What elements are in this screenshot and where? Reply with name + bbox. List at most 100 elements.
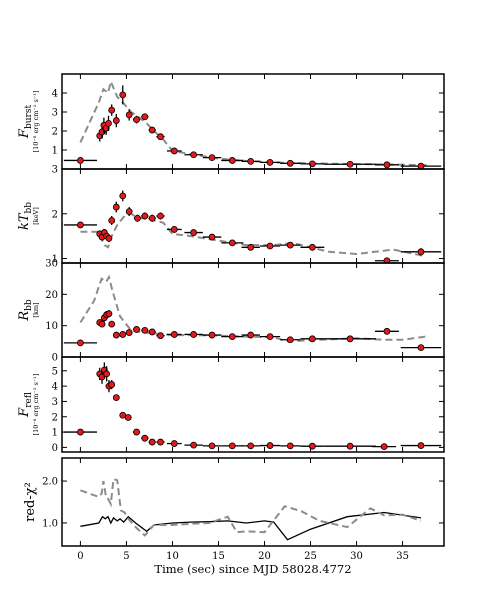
data-point	[184, 331, 203, 338]
data-point	[400, 442, 442, 449]
data-point	[324, 442, 376, 450]
x-tick-label: 20	[258, 551, 271, 562]
marker	[417, 344, 425, 352]
data-point	[372, 443, 397, 451]
y-tick-label: 2	[52, 127, 58, 138]
data-point	[400, 162, 442, 169]
data-point	[300, 335, 325, 343]
data-point	[63, 221, 97, 229]
data-point	[98, 320, 106, 328]
data-point	[119, 85, 127, 105]
data-point	[202, 331, 222, 339]
marker	[170, 226, 178, 233]
marker	[125, 111, 133, 119]
marker	[119, 192, 127, 200]
marker	[190, 441, 198, 449]
marker	[286, 159, 294, 167]
marker	[108, 217, 116, 224]
marker	[108, 106, 116, 114]
data-point	[119, 190, 127, 202]
data-point	[100, 362, 108, 378]
data-point	[105, 115, 112, 131]
marker	[119, 411, 127, 419]
y-tick-label: 2	[52, 412, 58, 423]
axes-frame	[61, 262, 445, 358]
x-tick-label: 30	[350, 551, 363, 562]
marker	[208, 331, 216, 339]
data-point	[156, 332, 165, 340]
marker	[108, 381, 116, 388]
marker	[125, 329, 133, 336]
marker	[346, 442, 354, 450]
y-tick-label: 30	[45, 259, 58, 270]
marker	[170, 440, 178, 447]
data-point	[280, 336, 301, 344]
data-point	[124, 414, 132, 421]
y-tick-label: 3	[52, 108, 58, 119]
marker	[190, 229, 198, 236]
marker	[112, 394, 120, 402]
data-point	[108, 320, 116, 328]
data-point	[105, 310, 113, 318]
data-point	[166, 331, 182, 338]
data-point	[105, 234, 113, 242]
data-point	[148, 438, 156, 446]
y-axis-label: kTbb[keV]	[17, 202, 40, 230]
y-axis-title: Fburst	[17, 105, 34, 140]
data-point	[259, 158, 281, 166]
plot-area	[63, 274, 442, 352]
marker	[286, 442, 294, 450]
y-axis-title: Rbb	[17, 299, 34, 322]
data-point	[108, 379, 116, 390]
data-point	[112, 113, 120, 128]
plot-area	[63, 362, 442, 451]
marker	[105, 310, 113, 318]
x-tick-label: 5	[123, 551, 129, 562]
y-axis-unit: [keV]	[32, 207, 40, 225]
marker	[383, 257, 391, 263]
y-axis-label: Rbb[km]	[17, 299, 40, 322]
marker	[170, 331, 178, 338]
y-axis-unit: [10⁻⁸ erg cm⁻² s⁻¹]	[32, 91, 40, 153]
marker	[190, 331, 198, 338]
marker	[77, 221, 84, 229]
data-point	[119, 331, 127, 338]
y-tick-label: 3	[52, 397, 58, 408]
y-tick-label: 3	[52, 165, 58, 176]
data-point	[156, 133, 165, 141]
data-point	[241, 243, 260, 251]
y-tick-label: 0	[52, 353, 58, 364]
data-point	[300, 243, 325, 251]
marker	[134, 214, 141, 222]
data-point	[202, 442, 222, 450]
marker	[124, 414, 132, 421]
marker	[125, 208, 133, 215]
data-point	[241, 442, 260, 450]
model-curve	[80, 212, 426, 258]
y-axis-title: Frefl	[17, 392, 34, 418]
marker	[247, 442, 255, 450]
x-tick-label: 10	[166, 551, 179, 562]
data-point	[132, 115, 141, 124]
y-axis-unit: [km]	[32, 302, 40, 317]
marker	[108, 320, 116, 328]
marker	[208, 154, 216, 162]
y-tick-label: 0	[52, 443, 58, 454]
marker	[112, 331, 120, 339]
marker	[133, 116, 140, 123]
panel-4: 0 1 2 3 4 5 Frefl[10⁻⁸ erg cm⁻² s⁻¹]	[17, 356, 445, 454]
x-tick-label: 25	[304, 551, 317, 562]
y-tick-label: 1	[52, 146, 58, 157]
marker	[119, 331, 127, 338]
y-tick-label: 1.0	[42, 518, 58, 529]
marker	[141, 326, 149, 334]
marker	[133, 428, 140, 436]
marker	[170, 147, 178, 155]
data-point	[221, 333, 244, 341]
marker	[417, 248, 425, 256]
marker	[417, 442, 425, 449]
marker	[112, 203, 120, 211]
marker	[98, 320, 106, 328]
x-tick-label: 15	[212, 551, 225, 562]
